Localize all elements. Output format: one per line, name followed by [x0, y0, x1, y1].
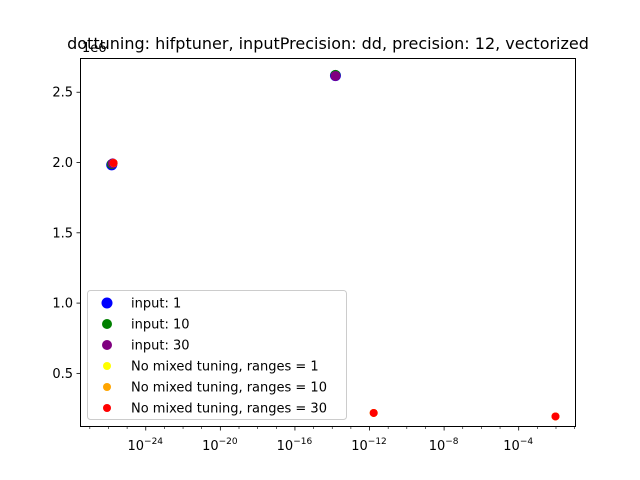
x-tick-exponent-0: −24 — [144, 437, 163, 447]
y-tick-label-3: 2.0 — [52, 156, 73, 171]
x-tick-exponent-1: −20 — [219, 437, 238, 447]
legend-marker-5 — [103, 404, 111, 412]
legend-marker-4 — [103, 383, 111, 391]
axes-frame — [80, 58, 576, 427]
x-tick-label-1: 10−20 — [202, 437, 238, 454]
x-tick-exponent-3: −12 — [368, 437, 387, 447]
x-tick-base-0: 10 — [127, 439, 144, 454]
y-tick-label-4: 2.5 — [52, 86, 73, 101]
chart-title: dottuning: hifptuner, inputPrecision: dd… — [67, 34, 589, 53]
legend-marker-2 — [102, 340, 112, 350]
x-tick-label-2: 10−16 — [277, 437, 313, 454]
y-offset-label: 1e6 — [82, 41, 107, 56]
y-tick-label-0: 0.5 — [52, 367, 73, 382]
data-point-s5-p2 — [551, 412, 560, 421]
x-tick-exponent-2: −16 — [293, 437, 312, 447]
x-tick-exponent-4: −8 — [445, 437, 459, 447]
x-tick-label-4: 10−8 — [429, 437, 459, 454]
plot-area — [106, 69, 560, 421]
x-tick-exponent-5: −4 — [520, 437, 534, 447]
x-tick-base-5: 10 — [503, 439, 520, 454]
data-point-s5-p0 — [109, 159, 118, 168]
y-axis: 0.5 1.0 1.5 2.0 2.5 — [52, 86, 80, 382]
legend-label-0: input: 1 — [131, 297, 181, 312]
legend-marker-3 — [103, 362, 111, 370]
legend-label-5: No mixed tuning, ranges = 30 — [131, 402, 327, 417]
legend-label-3: No mixed tuning, ranges = 1 — [131, 360, 319, 375]
x-tick-label-3: 10−12 — [351, 437, 387, 454]
legend-marker-0 — [101, 297, 113, 309]
x-axis: 10−24 10−20 10−16 10−12 10−8 10−4 — [89, 427, 575, 454]
x-tick-label-0: 10−24 — [127, 437, 163, 454]
y-tick-label-1: 1.0 — [52, 297, 73, 312]
legend-marker-1 — [102, 319, 112, 329]
x-tick-base-1: 10 — [202, 439, 219, 454]
y-tick-label-2: 1.5 — [52, 226, 73, 241]
legend-box — [87, 290, 347, 420]
data-point-s2-p1 — [330, 70, 341, 81]
data-point-s5-p1 — [369, 408, 378, 417]
x-tick-base-3: 10 — [351, 439, 368, 454]
x-tick-label-5: 10−4 — [503, 437, 533, 454]
legend-label-1: input: 10 — [131, 318, 190, 333]
legend-label-2: input: 30 — [131, 339, 190, 354]
legend: input: 1 input: 10 input: 30 No mixed tunin… — [87, 290, 347, 420]
legend-label-4: No mixed tuning, ranges = 10 — [131, 381, 327, 396]
x-tick-base-4: 10 — [429, 439, 446, 454]
x-tick-base-2: 10 — [277, 439, 294, 454]
